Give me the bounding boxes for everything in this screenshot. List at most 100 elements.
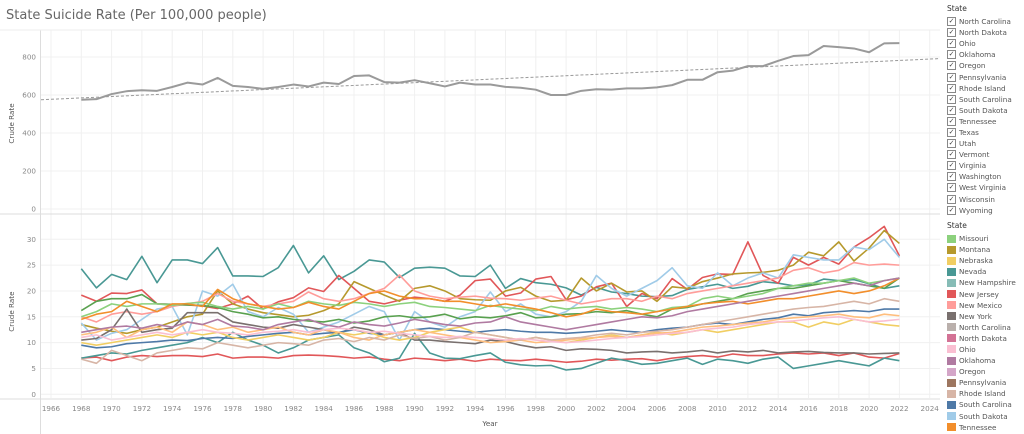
legend-filter-item[interactable]: ✓ Tennessee (947, 116, 1024, 127)
total-rate-line (81, 42, 900, 101)
legend-color-item[interactable]: Oklahoma (947, 355, 1024, 366)
color-swatch (947, 267, 956, 276)
x-tick-label: 2004 (618, 404, 637, 413)
y-tick-label: 200 (22, 167, 36, 176)
y-tick-label: 0 (31, 390, 36, 399)
checkbox-checked-icon[interactable]: ✓ (947, 72, 956, 82)
x-tick-label: 1976 (193, 404, 212, 413)
legend-item-label: Rhode Island (959, 83, 1006, 93)
legend-color-item[interactable]: Pennsylvania (947, 377, 1024, 388)
checkbox-checked-icon[interactable]: ✓ (947, 127, 956, 137)
checkbox-checked-icon[interactable]: ✓ (947, 39, 956, 49)
checkbox-checked-icon[interactable]: ✓ (947, 194, 956, 204)
legend-filter-item[interactable]: ✓ Wisconsin (947, 194, 1024, 205)
checkbox-checked-icon[interactable]: ✓ (947, 139, 956, 149)
checkbox-checked-icon[interactable]: ✓ (947, 94, 956, 104)
legend-filter-item[interactable]: ✓ Virginia (947, 160, 1024, 171)
checkbox-checked-icon[interactable]: ✓ (947, 116, 956, 126)
x-tick-label: 2022 (890, 404, 908, 413)
legend-color-item[interactable]: Rhode Island (947, 388, 1024, 399)
legend-color-item[interactable]: South Dakota (947, 411, 1024, 422)
y-tick-label: 800 (22, 53, 36, 62)
legend-item-label: South Dakota (959, 411, 1008, 421)
x-tick-label: 2024 (921, 404, 940, 413)
x-tick-label: 1978 (224, 404, 243, 413)
legend-filter-item[interactable]: ✓ Oregon (947, 60, 1024, 71)
checkbox-checked-icon[interactable]: ✓ (947, 183, 956, 193)
x-tick-label: 2002 (587, 404, 605, 413)
legend-color-item[interactable]: New Jersey (947, 288, 1024, 299)
legend-filter-item[interactable]: ✓ Vermont (947, 149, 1024, 160)
y-tick-label: 400 (22, 129, 36, 138)
x-tick-label: 2020 (860, 404, 879, 413)
color-swatch (947, 345, 956, 354)
checkbox-checked-icon[interactable]: ✓ (947, 150, 956, 160)
y-tick-label: 5 (31, 364, 36, 373)
legend-item-label: New York (959, 311, 992, 321)
series-line-new-jersey (81, 352, 900, 364)
legend-color-item[interactable]: North Carolina (947, 322, 1024, 333)
y-axis-title: Crude Rate (7, 103, 16, 144)
color-swatch (947, 290, 956, 299)
legend-item-label: Nevada (959, 267, 987, 277)
color-swatch (947, 323, 956, 332)
legend-filter-item[interactable]: ✓ Ohio (947, 38, 1024, 49)
legend-color-item[interactable]: New Hampshire (947, 277, 1024, 288)
legend-color-item[interactable]: Tennessee (947, 422, 1024, 433)
legend-color-item[interactable]: South Carolina (947, 399, 1024, 410)
checkbox-checked-icon[interactable]: ✓ (947, 205, 956, 215)
y-tick-label: 30 (27, 235, 37, 244)
legend-color-item[interactable]: Nevada (947, 266, 1024, 277)
checkbox-checked-icon[interactable]: ✓ (947, 83, 956, 93)
legend-filter-item[interactable]: ✓ Wyoming (947, 205, 1024, 216)
checkbox-checked-icon[interactable]: ✓ (947, 61, 956, 71)
y-tick-label: 25 (27, 261, 36, 270)
legend-color-item[interactable]: Montana (947, 244, 1024, 255)
series-line-ohio (81, 315, 900, 344)
legend-filter-item[interactable]: ✓ Pennsylvania (947, 71, 1024, 82)
checkbox-checked-icon[interactable]: ✓ (947, 28, 956, 38)
checkbox-checked-icon[interactable]: ✓ (947, 17, 956, 27)
x-tick-label: 1980 (254, 404, 273, 413)
legend-filter-item[interactable]: ✓ North Carolina (947, 16, 1024, 27)
series-line-utah (80, 277, 900, 324)
x-tick-label: 1986 (345, 404, 364, 413)
y-tick-label: 600 (22, 91, 36, 100)
series-line-oklahoma (81, 277, 900, 334)
legend-filter-item[interactable]: ✓ Utah (947, 138, 1024, 149)
legend-color-item[interactable]: Missouri (947, 233, 1024, 244)
y-tick-label: 10 (27, 338, 37, 347)
legend-filter-item[interactable]: ✓ South Dakota (947, 105, 1024, 116)
checkbox-checked-icon[interactable]: ✓ (947, 50, 956, 60)
legend-color-item[interactable]: North Dakota (947, 333, 1024, 344)
legend-item-label: North Carolina (959, 17, 1011, 27)
legend-filter-item[interactable]: ✓ North Dakota (947, 27, 1024, 38)
state-filter-legend: State ✓ North Carolina ✓ North Dakota ✓ Ohio ✓… (947, 4, 1024, 216)
legend-item-label: Tennessee (959, 116, 997, 126)
legend-filter-item[interactable]: ✓ South Carolina (947, 94, 1024, 105)
x-tick-label: 2010 (708, 404, 727, 413)
legend-color-item[interactable]: Nebraska (947, 255, 1024, 266)
x-tick-label: 1996 (496, 404, 515, 413)
x-tick-label: 1992 (436, 404, 454, 413)
x-tick-label: 1968 (72, 404, 91, 413)
bottom-panel-state-rates (80, 225, 901, 371)
legend-filter-item[interactable]: ✓ Texas (947, 127, 1024, 138)
x-tick-label: 1998 (527, 404, 546, 413)
legend-color-item[interactable]: Ohio (947, 344, 1024, 355)
checkbox-checked-icon[interactable]: ✓ (947, 161, 956, 171)
legend-filter-item[interactable]: ✓ West Virginia (947, 182, 1024, 193)
legend-header: State (947, 221, 967, 230)
legend-item-label: Oregon (959, 367, 986, 377)
legend-filter-item[interactable]: ✓ Washington (947, 171, 1024, 182)
checkbox-checked-icon[interactable]: ✓ (947, 172, 956, 182)
color-swatch (947, 412, 956, 421)
legend-filter-item[interactable]: ✓ Rhode Island (947, 83, 1024, 94)
checkbox-checked-icon[interactable]: ✓ (947, 105, 956, 115)
legend-item-label: Oklahoma (959, 50, 996, 60)
legend-color-item[interactable]: New Mexico (947, 300, 1024, 311)
legend-color-item[interactable]: Oregon (947, 366, 1024, 377)
legend-filter-item[interactable]: ✓ Oklahoma (947, 49, 1024, 60)
legend-color-item[interactable]: New York (947, 311, 1024, 322)
x-tick-label: 2012 (739, 404, 757, 413)
